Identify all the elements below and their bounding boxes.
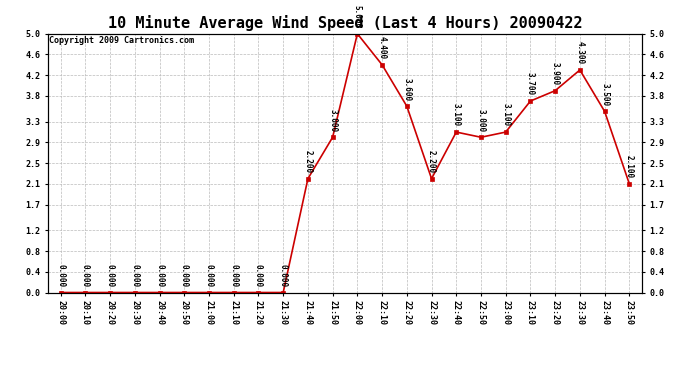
Text: 4.300: 4.300 [575, 41, 584, 64]
Text: 5.000: 5.000 [353, 5, 362, 28]
Text: 0.000: 0.000 [155, 264, 164, 287]
Text: 0.000: 0.000 [229, 264, 238, 287]
Text: 2.100: 2.100 [625, 155, 634, 178]
Text: 3.100: 3.100 [452, 104, 461, 126]
Text: 2.200: 2.200 [304, 150, 313, 173]
Text: 3.900: 3.900 [551, 62, 560, 85]
Text: 2.200: 2.200 [427, 150, 436, 173]
Text: 0.000: 0.000 [204, 264, 213, 287]
Text: 0.000: 0.000 [106, 264, 115, 287]
Text: 0.000: 0.000 [254, 264, 263, 287]
Text: 3.500: 3.500 [600, 83, 609, 106]
Text: 0.000: 0.000 [56, 264, 65, 287]
Text: 4.400: 4.400 [377, 36, 386, 59]
Text: 3.700: 3.700 [526, 72, 535, 96]
Text: 3.000: 3.000 [477, 109, 486, 132]
Text: 3.100: 3.100 [501, 104, 510, 126]
Text: 0.000: 0.000 [279, 264, 288, 287]
Text: 0.000: 0.000 [180, 264, 189, 287]
Text: 3.000: 3.000 [328, 109, 337, 132]
Text: Copyright 2009 Cartronics.com: Copyright 2009 Cartronics.com [50, 36, 195, 45]
Text: 0.000: 0.000 [81, 264, 90, 287]
Text: 0.000: 0.000 [130, 264, 139, 287]
Text: 3.600: 3.600 [402, 78, 411, 101]
Title: 10 Minute Average Wind Speed (Last 4 Hours) 20090422: 10 Minute Average Wind Speed (Last 4 Hou… [108, 15, 582, 31]
